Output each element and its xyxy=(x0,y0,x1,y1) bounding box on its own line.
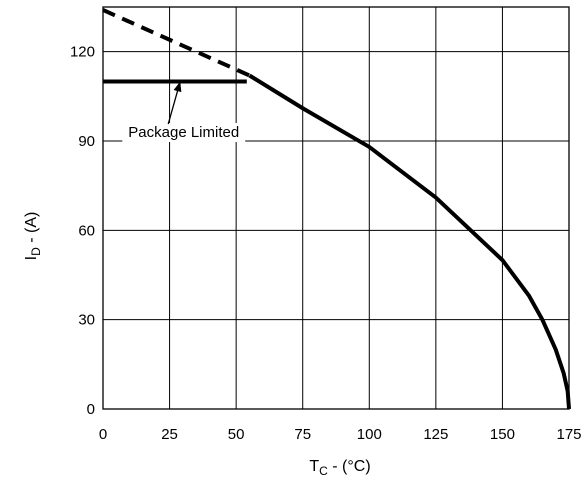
x-tick-label: 25 xyxy=(161,426,178,443)
plot-frame xyxy=(102,6,570,410)
series-line-dashed xyxy=(102,8,251,78)
y-tick-label: 120 xyxy=(70,44,95,61)
x-tick-label: 175 xyxy=(556,426,581,443)
x-axis-label: TC - (°C) xyxy=(309,458,370,478)
x-tick-label: 0 xyxy=(99,426,107,443)
x-tick-label: 100 xyxy=(357,426,382,443)
y-tick-labels: 0 30 60 90 120 xyxy=(70,44,95,418)
y-tick-label: 30 xyxy=(78,312,95,329)
annotation-arrowhead xyxy=(173,81,182,93)
y-axis-label: ID - (A) xyxy=(23,212,43,261)
x-axis-label-main: T xyxy=(309,458,319,475)
series-line-solid xyxy=(248,73,571,410)
annotation-label-background xyxy=(122,123,246,143)
y-axis-label-main: I xyxy=(23,256,40,260)
x-tick-labels: 0 25 50 75 100 125 150 175 xyxy=(99,426,582,443)
y-axis-label-unit: - (A) xyxy=(23,212,40,248)
y-tick-label: 0 xyxy=(87,401,95,418)
y-axis-label-subscript: D xyxy=(29,247,43,256)
x-tick-label: 125 xyxy=(423,426,448,443)
series-lines xyxy=(102,8,571,410)
x-tick-label: 50 xyxy=(228,426,245,443)
x-tick-label: 150 xyxy=(490,426,515,443)
annotations: Package Limited xyxy=(122,81,246,143)
x-axis-label-unit: - (°C) xyxy=(328,458,371,475)
y-tick-label: 60 xyxy=(78,222,95,239)
annotation-label: Package Limited xyxy=(128,124,239,141)
grid xyxy=(103,7,569,409)
y-tick-label: 90 xyxy=(78,133,95,150)
x-tick-label: 75 xyxy=(294,426,311,443)
x-axis-label-subscript: C xyxy=(319,464,328,478)
